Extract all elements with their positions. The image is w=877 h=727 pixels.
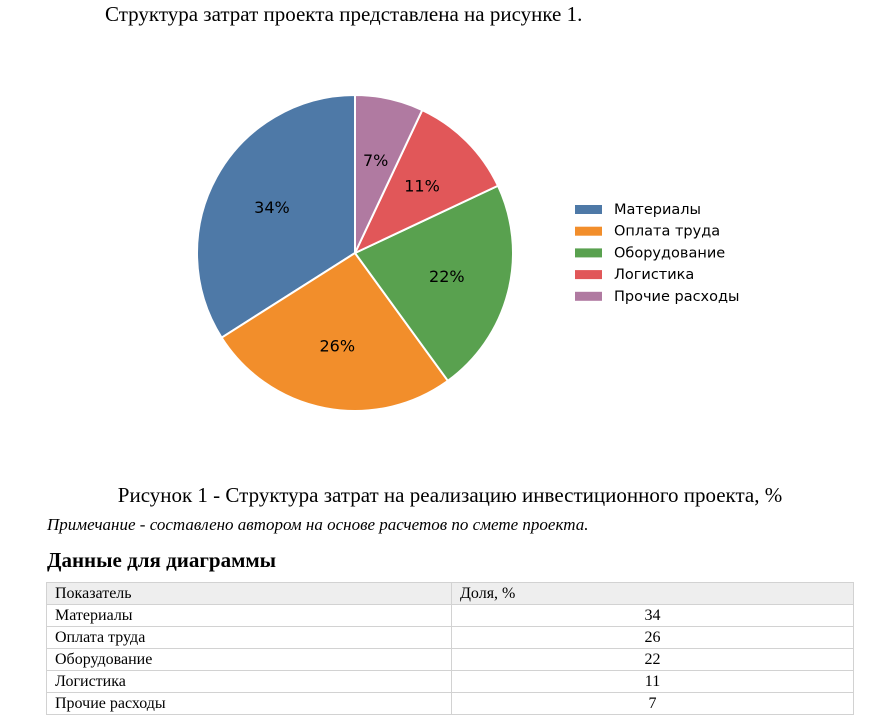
row-value: 11 [451, 670, 854, 693]
table-row: Логистика 11 [46, 670, 854, 693]
row-value: 22 [451, 648, 854, 671]
legend-swatch [575, 248, 602, 258]
table-row: Оборудование 22 [46, 648, 854, 671]
legend-swatch [575, 270, 602, 280]
legend-label: Логистика [614, 267, 694, 283]
legend-swatch [575, 205, 602, 214]
legend-label: Прочие расходы [614, 289, 740, 305]
slice-label: 11% [404, 176, 440, 195]
header-indicator: Показатель [46, 582, 452, 605]
legend-label: Материалы [614, 202, 701, 218]
table-title: Данные для диаграммы [47, 548, 277, 572]
pie-chart: 34% 26% 22% 11% 7% Материалы Оплата труда Обору… [196, 94, 740, 412]
pie-slice [354, 109, 499, 254]
slice-label: 26% [319, 337, 355, 356]
legend-label: Оборудование [614, 245, 725, 261]
legend-swatch [575, 291, 602, 301]
header-share: Доля, % [451, 582, 854, 605]
row-value: 7 [451, 692, 854, 715]
row-label: Прочие расходы [46, 692, 452, 715]
intro-text: Структура затрат проекта представлена на… [105, 2, 583, 26]
row-label: Материалы [46, 604, 452, 627]
legend-swatch [575, 226, 602, 236]
row-label: Логистика [46, 670, 452, 693]
pie-slice [220, 252, 449, 412]
data-table: Показатель Доля, % Материалы 34 Оплата т… [46, 582, 854, 715]
figure-caption: Рисунок 1 - Структура затрат на реализац… [117, 483, 783, 507]
slice-label: 34% [254, 198, 290, 217]
row-label: Оплата труда [46, 626, 452, 649]
row-label: Оборудование [46, 648, 452, 671]
table-row: Материалы 34 [46, 604, 854, 627]
table-row: Оплата труда 26 [46, 626, 854, 649]
figure-note: Примечание - составлено автором на основ… [47, 515, 589, 534]
row-value: 26 [451, 626, 854, 649]
row-value: 34 [451, 604, 854, 627]
table-row: Прочие расходы 7 [46, 692, 854, 715]
slice-label: 22% [429, 267, 465, 286]
pie-slice [354, 94, 424, 254]
legend-label: Оплата труда [614, 224, 720, 240]
slice-label: 7% [363, 151, 388, 170]
table-header-row: Показатель Доля, % [46, 582, 854, 605]
